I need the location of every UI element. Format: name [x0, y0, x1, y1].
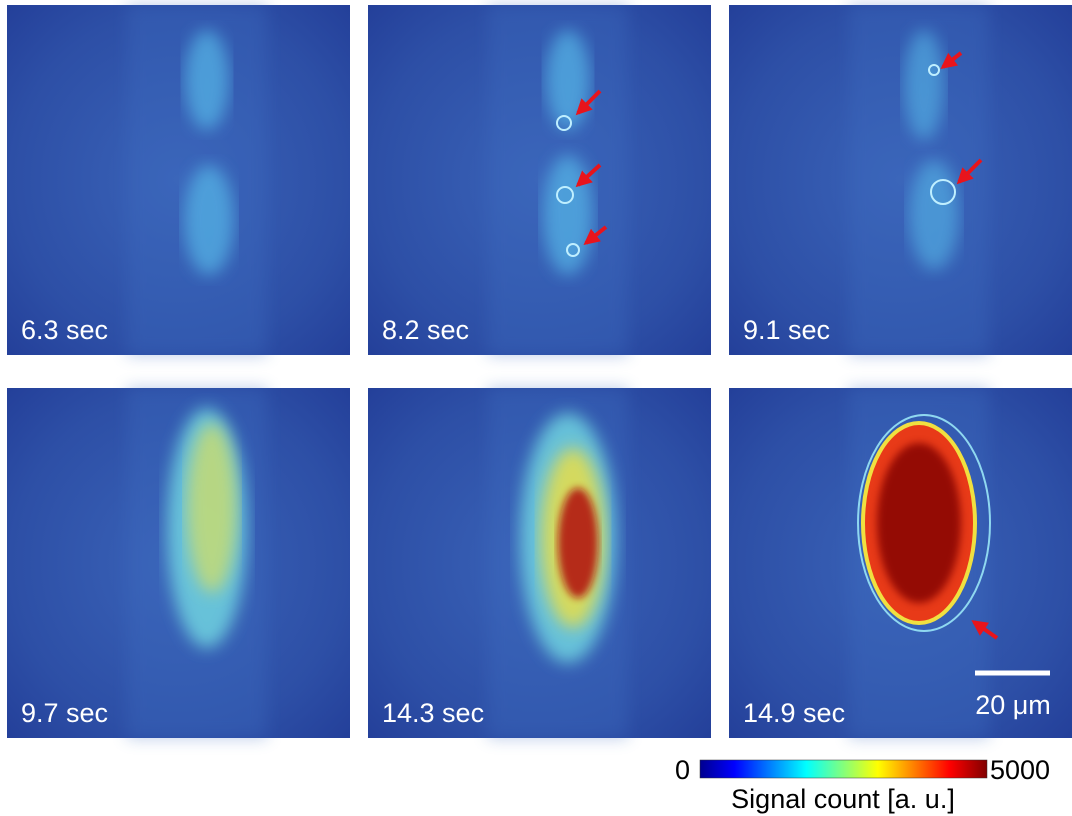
signal: [877, 443, 961, 603]
time-label: 9.1 sec: [743, 315, 830, 345]
panel: 9.7 sec: [7, 388, 350, 738]
signal: [904, 30, 944, 140]
time-label: 6.3 sec: [21, 315, 108, 345]
scale-bar-label: 20 μm: [975, 690, 1051, 720]
panel-grid: 6.3 sec 8.2 sec 9.1 sec 9.7 sec 14.3 sec 20 μ…: [7, 5, 1072, 738]
panel: 14.3 sec: [368, 388, 711, 738]
colorbar-min: 0: [675, 755, 690, 785]
panel: 8.2 sec: [368, 5, 711, 355]
signal: [909, 160, 959, 270]
colorbar: [700, 760, 987, 778]
time-label: 8.2 sec: [382, 315, 469, 345]
figure: 6.3 sec 8.2 sec 9.1 sec 9.7 sec 14.3 sec 20 μ…: [0, 0, 1072, 816]
signal: [546, 30, 590, 130]
signal: [184, 165, 234, 275]
time-label: 14.3 sec: [382, 698, 484, 728]
colorbar-label: Signal count [a. u.]: [731, 784, 955, 814]
panel: 6.3 sec: [7, 5, 350, 355]
colorbar-max: 5000: [990, 755, 1050, 785]
panel: 9.1 sec: [729, 5, 1072, 355]
signal: [543, 155, 593, 275]
panel: 20 μm 14.9 sec: [729, 388, 1072, 738]
time-label: 14.9 sec: [743, 698, 845, 728]
signal: [185, 30, 229, 130]
signal: [187, 423, 237, 593]
signal: [558, 488, 598, 598]
time-label: 9.7 sec: [21, 698, 108, 728]
